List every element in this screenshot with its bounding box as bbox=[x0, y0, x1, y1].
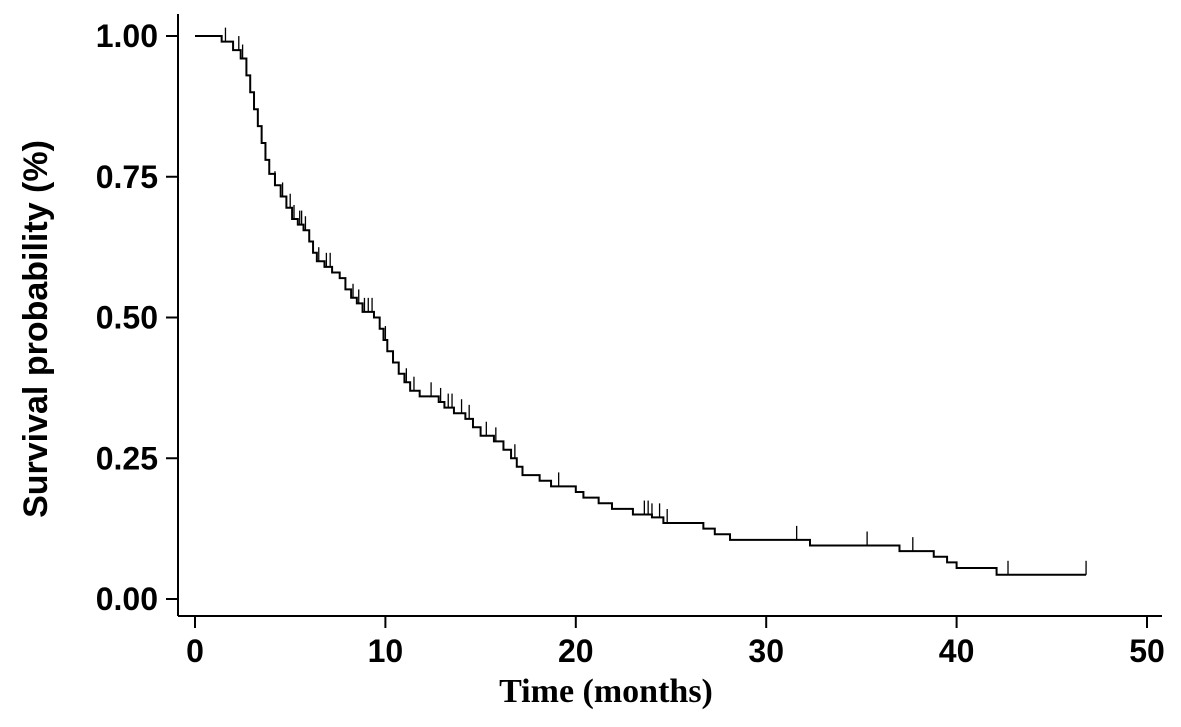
survival-curve bbox=[195, 35, 1087, 576]
censor-marks bbox=[224, 27, 1087, 575]
y-tick-label: 0.00 bbox=[96, 581, 158, 617]
x-tick-label: 20 bbox=[558, 633, 594, 669]
axes: 0.00 0.25 0.50 0.75 1.00 0 10 20 30 40 50 bbox=[96, 14, 1165, 669]
y-axis-label: Survival probability (%) bbox=[17, 140, 55, 518]
x-tick-label: 0 bbox=[186, 633, 204, 669]
x-tick-label: 10 bbox=[368, 633, 404, 669]
x-tick-label: 40 bbox=[939, 633, 975, 669]
x-ticks: 0 10 20 30 40 50 bbox=[186, 616, 1165, 669]
y-tick-label: 0.50 bbox=[96, 300, 158, 336]
x-axis-label: Time (months) bbox=[499, 673, 713, 710]
y-ticks: 0.00 0.25 0.50 0.75 1.00 bbox=[96, 18, 178, 617]
plot-area bbox=[195, 27, 1087, 576]
y-tick-label: 0.25 bbox=[96, 440, 158, 476]
x-tick-label: 30 bbox=[748, 633, 784, 669]
y-tick-label: 1.00 bbox=[96, 18, 158, 54]
y-tick-label: 0.75 bbox=[96, 159, 158, 195]
x-tick-label: 50 bbox=[1129, 633, 1165, 669]
